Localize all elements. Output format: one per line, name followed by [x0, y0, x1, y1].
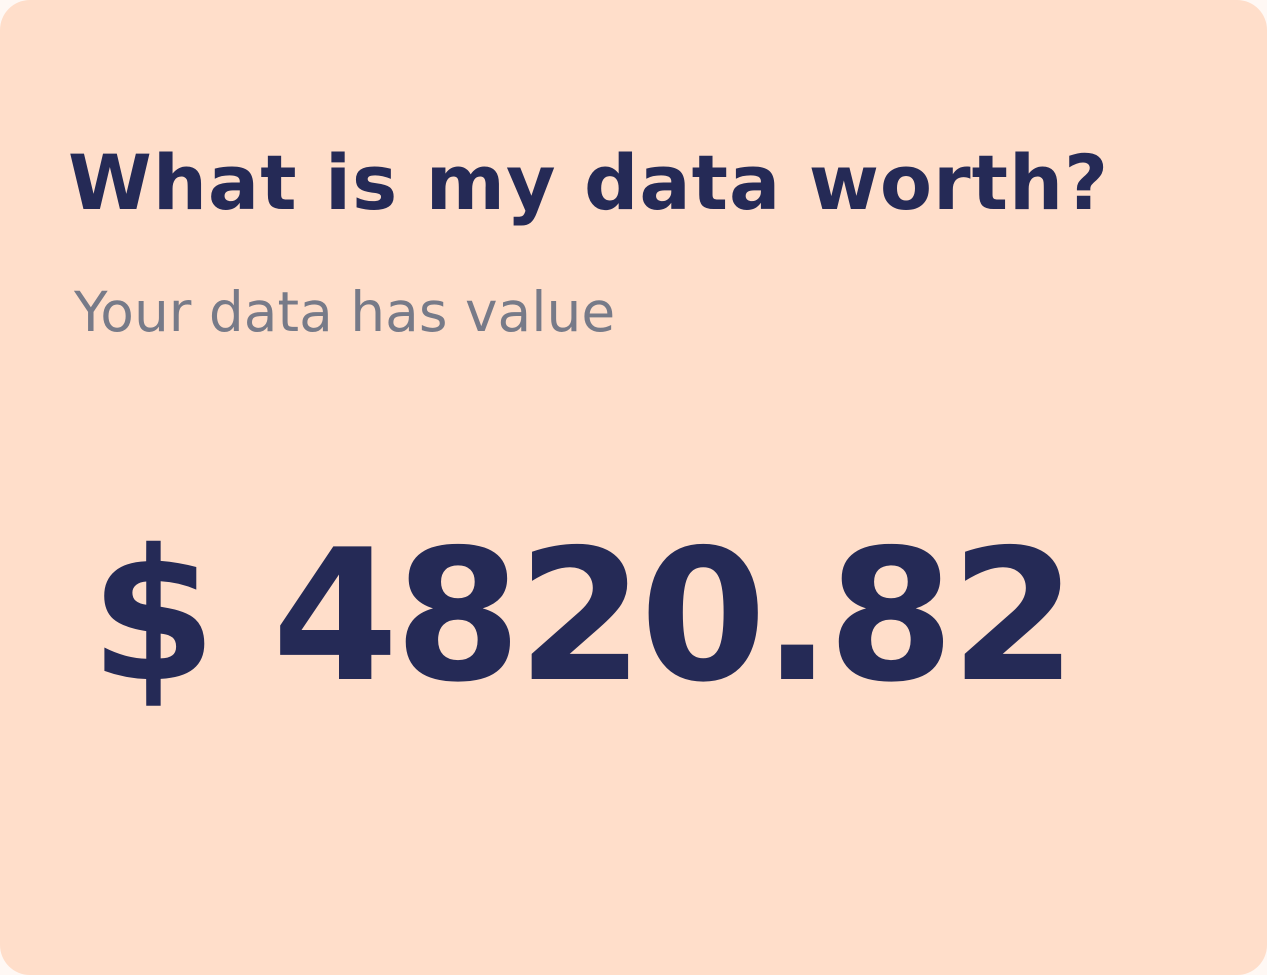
card-subtitle: Your data has value: [74, 280, 616, 344]
data-value-amount: $ 4820.82: [90, 510, 1077, 722]
card-title: What is my data worth?: [68, 138, 1110, 227]
